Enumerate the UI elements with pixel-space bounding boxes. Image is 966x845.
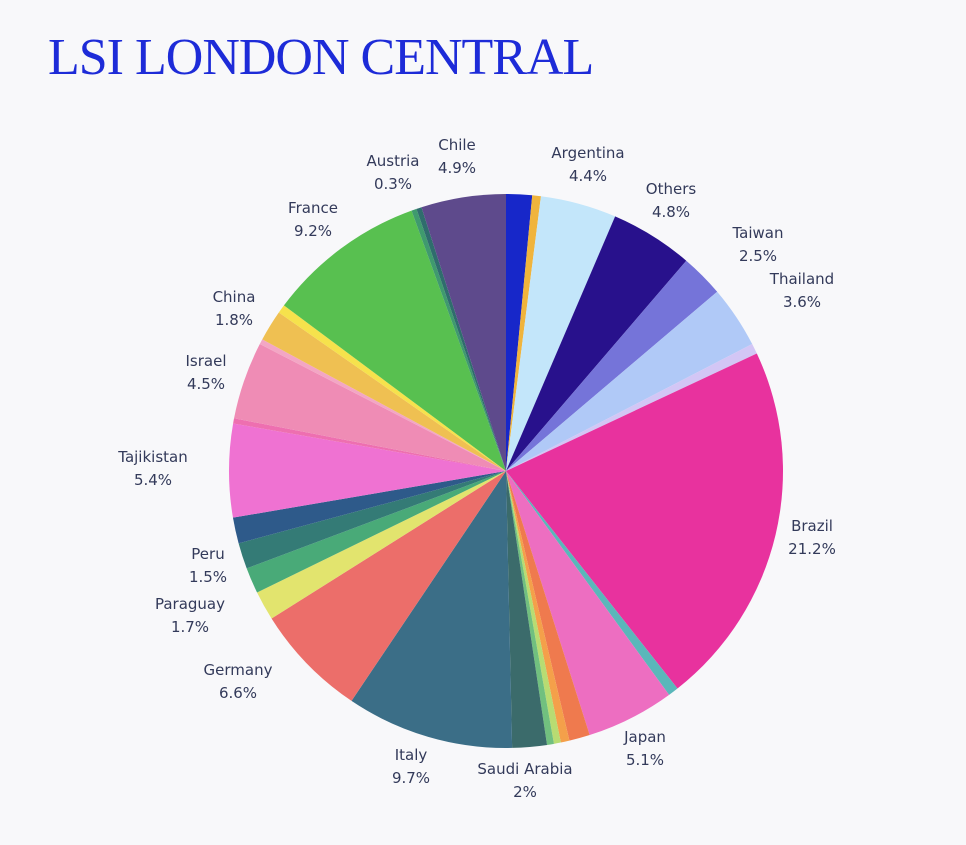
label-others: Others 4.8% <box>646 180 697 221</box>
label-value: 4.5% <box>187 375 225 393</box>
label-paraguay: Paraguay 1.7% <box>155 595 225 636</box>
label-value: 6.6% <box>219 684 257 702</box>
label-value: 9.7% <box>392 769 430 787</box>
slice-germany <box>271 471 506 701</box>
slice-paraguay <box>257 471 506 619</box>
slice-26 <box>278 305 506 471</box>
slice-19 <box>238 471 507 569</box>
label-value: 4.8% <box>652 203 690 221</box>
slice-24 <box>259 339 506 471</box>
label-name: Austria <box>367 152 420 170</box>
label-austria: Austria 0.3% <box>367 152 420 193</box>
slice-taiwan <box>506 260 718 471</box>
label-japan: Japan 5.1% <box>623 728 666 769</box>
label-value: 5.1% <box>626 751 664 769</box>
label-italy: Italy 9.7% <box>392 746 430 787</box>
slice-6 <box>506 344 757 471</box>
label-name: Saudi Arabia <box>477 760 572 778</box>
page-title: LSI LONDON CENTRAL <box>48 29 594 86</box>
label-value: 1.8% <box>215 311 253 329</box>
slice-thailand <box>506 291 753 471</box>
label-israel: Israel 4.5% <box>186 352 227 393</box>
label-peru: Peru 1.5% <box>189 545 227 586</box>
label-name: Italy <box>395 746 428 764</box>
label-name: Others <box>646 180 697 198</box>
label-value: 2% <box>513 783 537 801</box>
slice-tajikistan <box>229 423 506 518</box>
label-value: 5.4% <box>134 471 172 489</box>
label-thailand: Thailand 3.6% <box>769 270 834 311</box>
label-value: 4.9% <box>438 159 476 177</box>
slice-10 <box>506 471 590 741</box>
label-name: France <box>288 199 338 217</box>
slice-austria <box>416 207 506 471</box>
slice-others <box>506 216 687 471</box>
label-china: China 1.8% <box>213 288 256 329</box>
label-saudi-arabia: Saudi Arabia 2% <box>477 760 572 801</box>
label-value: 3.6% <box>783 293 821 311</box>
slice-22 <box>233 418 507 471</box>
label-value: 4.4% <box>569 167 607 185</box>
label-france: France 9.2% <box>288 199 338 240</box>
slice-0 <box>506 194 533 471</box>
slice-28 <box>411 208 506 472</box>
label-name: Chile <box>438 136 476 154</box>
label-germany: Germany 6.6% <box>204 661 273 702</box>
slice-peru <box>246 471 507 593</box>
label-value: 1.7% <box>171 618 209 636</box>
label-value: 9.2% <box>294 222 332 240</box>
slice-china <box>262 312 506 471</box>
label-name: Taiwan <box>731 224 783 242</box>
label-name: China <box>213 288 256 306</box>
slice-1 <box>506 195 541 471</box>
label-name: Paraguay <box>155 595 225 613</box>
slice-japan <box>506 471 670 736</box>
slice-chile <box>421 194 506 471</box>
label-name: Tajikistan <box>117 448 187 466</box>
slice-italy <box>351 471 513 748</box>
slice-8 <box>506 471 678 695</box>
label-name: Brazil <box>791 517 833 535</box>
label-value: 21.2% <box>788 540 836 558</box>
label-name: Germany <box>204 661 273 679</box>
slice-france <box>283 210 506 472</box>
label-name: Thailand <box>769 270 834 288</box>
slice-israel <box>234 344 506 471</box>
slice-saudi-arabia <box>506 471 548 748</box>
slice-20 <box>232 471 506 544</box>
label-name: Peru <box>191 545 224 563</box>
label-value: 0.3% <box>374 175 412 193</box>
slice-12 <box>506 471 561 744</box>
slice-argentina <box>506 196 616 471</box>
slice-11 <box>506 471 570 743</box>
label-value: 2.5% <box>739 247 777 265</box>
label-name: Japan <box>623 728 666 746</box>
label-argentina: Argentina 4.4% <box>551 144 624 185</box>
label-taiwan: Taiwan 2.5% <box>731 224 783 265</box>
slice-13 <box>506 471 554 745</box>
label-value: 1.5% <box>189 568 227 586</box>
label-name: Argentina <box>551 144 624 162</box>
slice-brazil <box>506 353 784 689</box>
label-chile: Chile 4.9% <box>438 136 476 177</box>
label-tajikistan: Tajikistan 5.4% <box>117 448 187 489</box>
label-brazil: Brazil 21.2% <box>788 517 836 558</box>
label-name: Israel <box>186 352 227 370</box>
